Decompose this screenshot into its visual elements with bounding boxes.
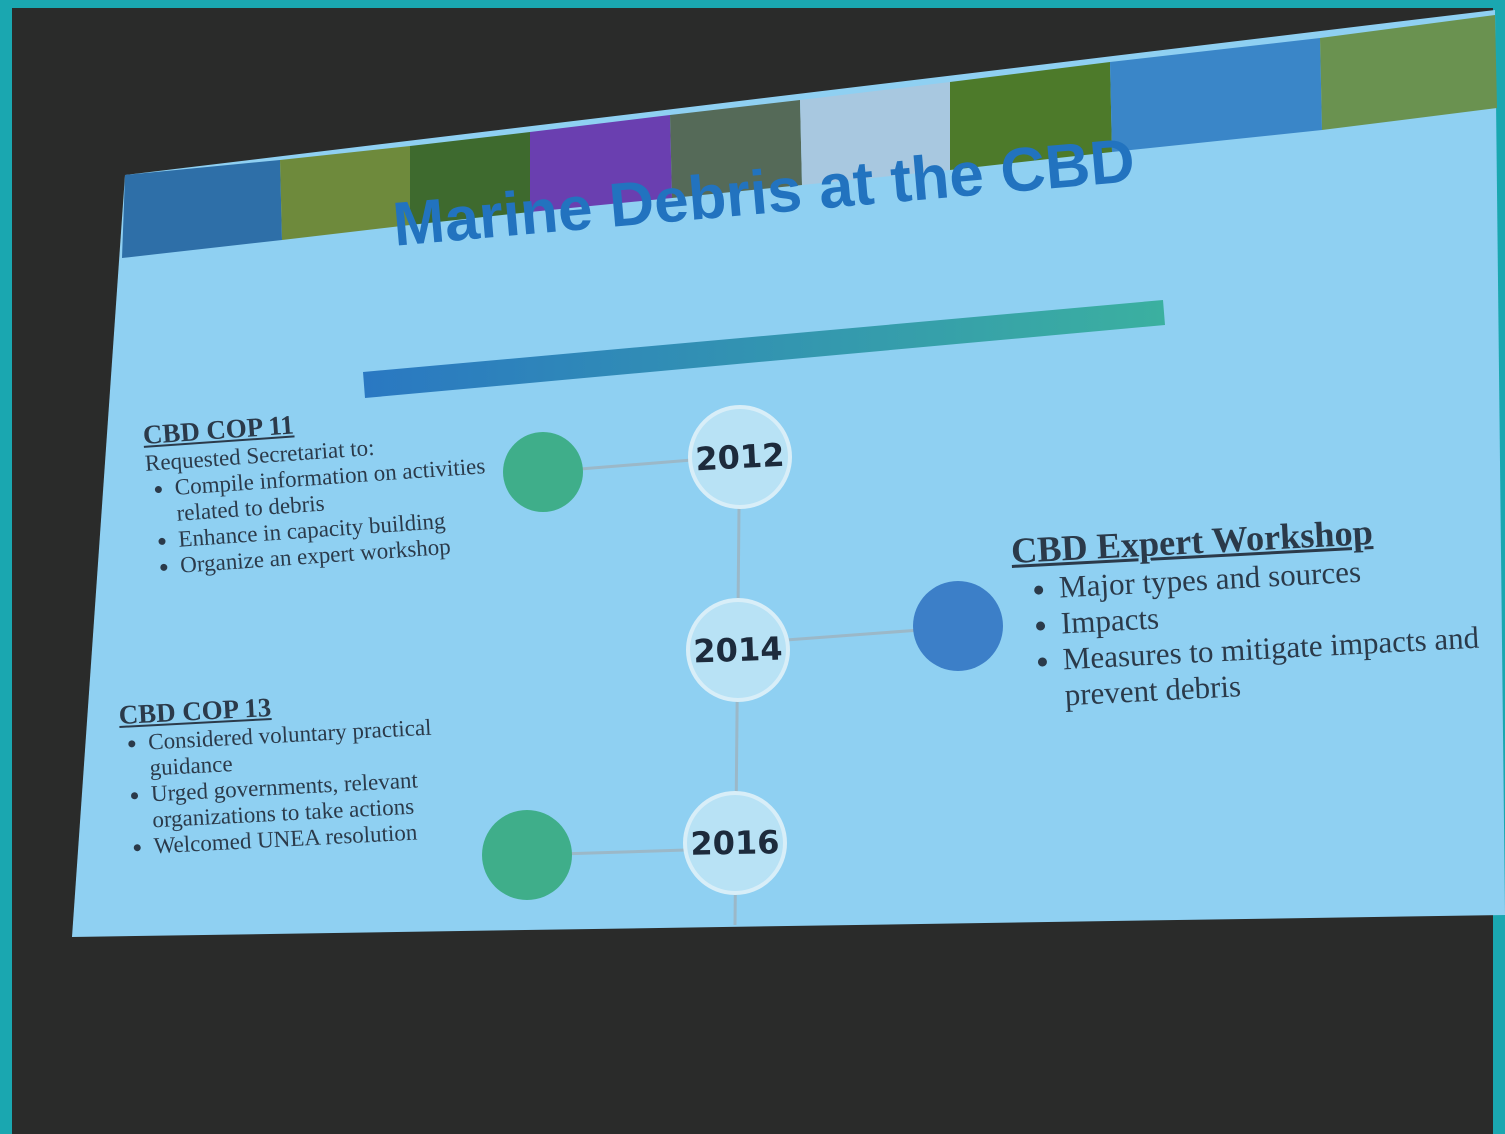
page: 2012 2014 2016 Marine Debris at the CBD … xyxy=(0,0,1505,1134)
year-label: 2016 xyxy=(690,823,780,863)
milestone-dot xyxy=(503,432,583,512)
year-label: 2014 xyxy=(693,629,783,670)
section: CBD COP 13 Considered voluntary practica… xyxy=(118,680,506,861)
section: CBD Expert Workshop Major types and sour… xyxy=(1010,505,1489,715)
bullet-list: Major types and sources Impacts Measures… xyxy=(1012,547,1489,715)
milestone-dot xyxy=(913,581,1003,671)
section: CBD COP 11 Requested Secretariat to: Com… xyxy=(142,396,502,581)
bullet-list: Considered voluntary practical guidance … xyxy=(120,711,506,861)
year-label: 2012 xyxy=(694,436,785,479)
